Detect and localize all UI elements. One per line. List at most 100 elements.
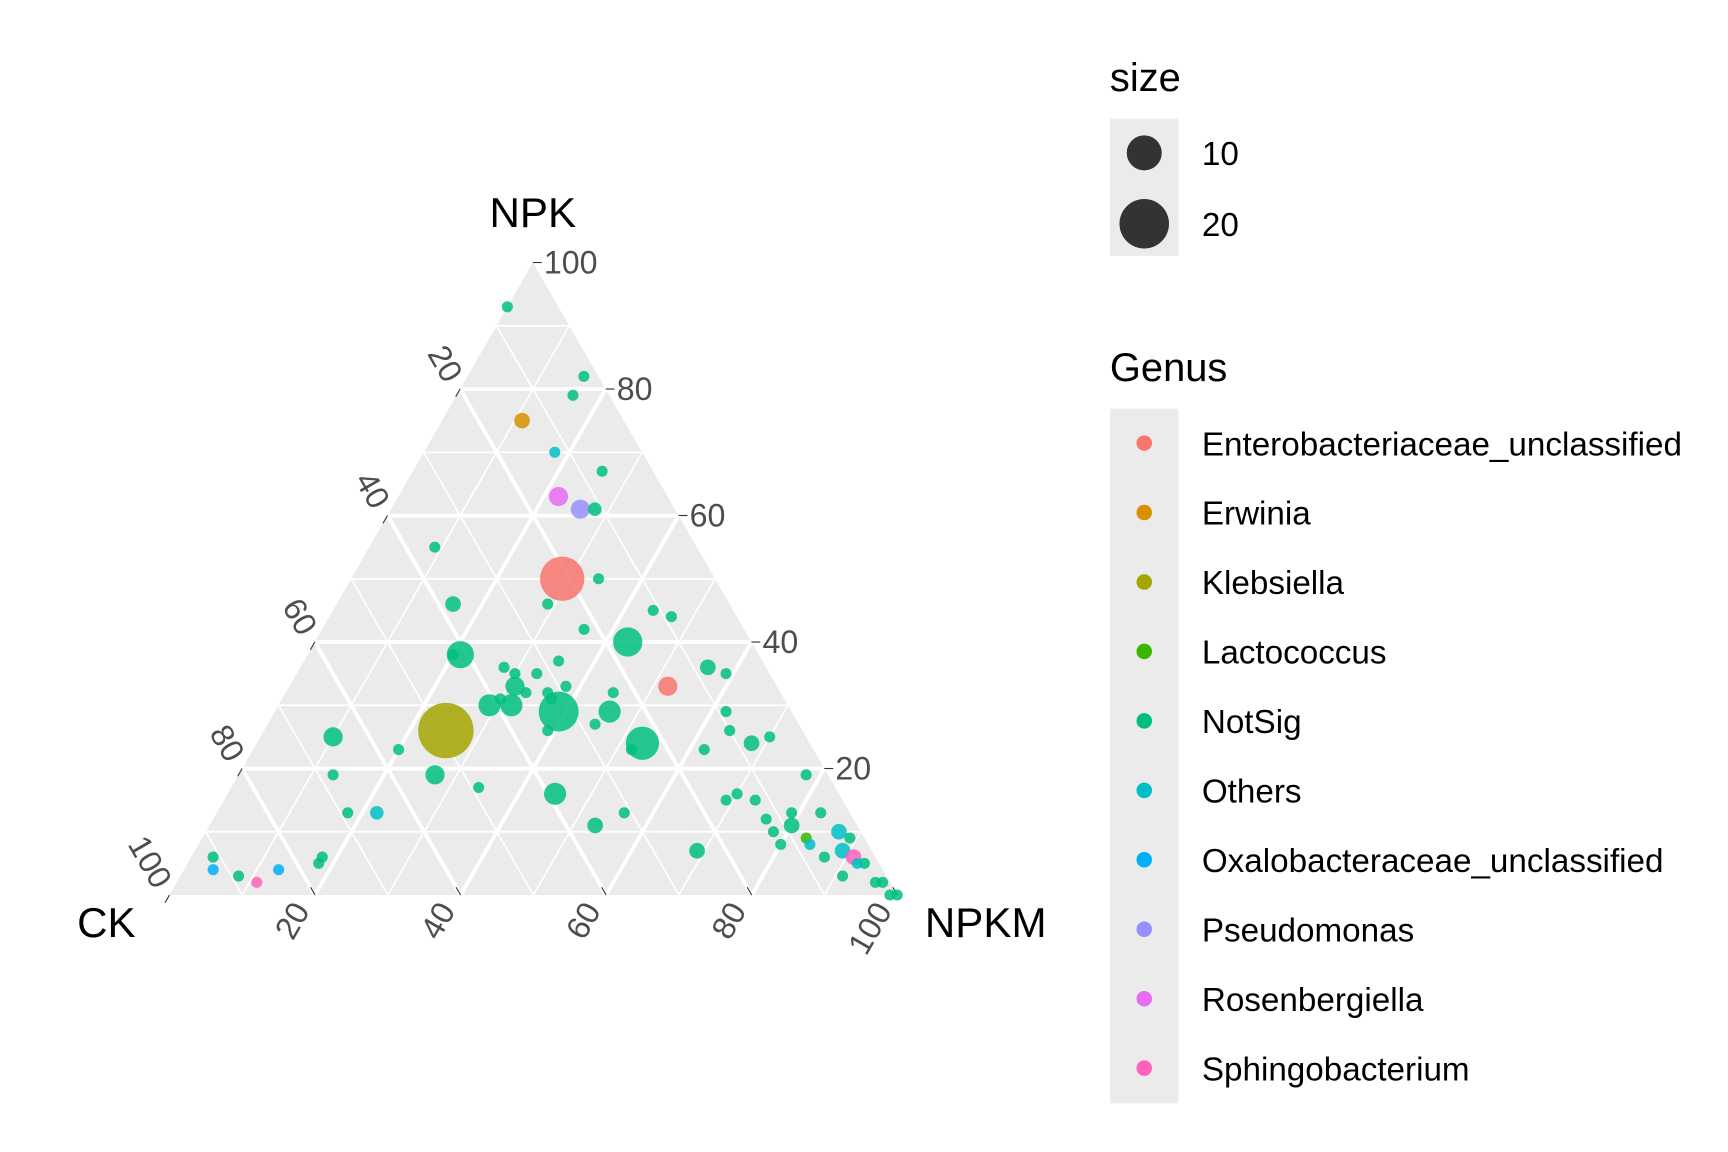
legend-genus-keys bbox=[1109, 408, 1179, 1104]
data-point bbox=[446, 641, 474, 669]
legend-genus-label: Enterobacteriaceae_unclassified bbox=[1202, 426, 1682, 463]
data-point bbox=[447, 649, 459, 661]
legend-genus-dot bbox=[1136, 713, 1152, 729]
legend-genus-label: Sphingobacterium bbox=[1202, 1051, 1470, 1088]
tick-label-npk: 20 bbox=[835, 751, 871, 787]
data-point bbox=[743, 735, 760, 752]
data-point bbox=[505, 676, 525, 696]
data-point bbox=[540, 556, 585, 601]
tick-label-ck: 80 bbox=[203, 719, 252, 768]
tick-npkm bbox=[455, 886, 462, 896]
legend-genus-dot bbox=[1136, 782, 1152, 799]
axis-title-npk: NPK bbox=[490, 189, 577, 236]
data-point bbox=[316, 851, 328, 863]
data-point bbox=[647, 604, 659, 616]
data-point bbox=[658, 676, 678, 696]
data-point bbox=[514, 412, 530, 429]
data-point bbox=[588, 502, 602, 516]
legend-genus-label: Pseudomonas bbox=[1202, 912, 1414, 949]
data-point bbox=[699, 659, 716, 676]
data-point bbox=[393, 744, 405, 756]
tick-label-npkm: 80 bbox=[704, 896, 753, 945]
legend: size 10 20 Genus Enterobacteriaceae_uncla… bbox=[1109, 56, 1682, 1104]
data-point bbox=[800, 769, 812, 781]
data-point bbox=[877, 876, 889, 888]
tick-label-ck: 60 bbox=[275, 592, 324, 641]
tick-label-npkm: 100 bbox=[841, 896, 899, 960]
tick-ck bbox=[382, 515, 388, 524]
data-point bbox=[613, 627, 643, 657]
data-point bbox=[596, 465, 608, 477]
data-point bbox=[831, 823, 847, 840]
grid-line-npkm bbox=[532, 578, 716, 896]
legend-genus-dot bbox=[1136, 435, 1152, 451]
data-point bbox=[578, 623, 590, 635]
tick-npkm bbox=[746, 886, 753, 896]
data-point bbox=[764, 731, 776, 743]
tick-label-ck: 40 bbox=[348, 466, 397, 515]
grid-line-ck bbox=[205, 831, 243, 896]
data-point bbox=[767, 826, 779, 838]
legend-genus-label: NotSig bbox=[1202, 704, 1302, 741]
data-point bbox=[251, 876, 263, 888]
data-point bbox=[542, 725, 554, 737]
data-point bbox=[542, 598, 554, 610]
data-points bbox=[207, 301, 903, 901]
data-point bbox=[509, 668, 521, 680]
data-point bbox=[607, 687, 619, 699]
legend-size-dot bbox=[1119, 198, 1170, 249]
legend-genus-label: Rosenbergiella bbox=[1202, 982, 1424, 1019]
legend-genus-label: Lactococcus bbox=[1202, 635, 1387, 672]
data-point bbox=[531, 668, 543, 680]
tick-label-ck: 100 bbox=[121, 830, 179, 894]
legend-genus-dot bbox=[1136, 1060, 1152, 1076]
data-point bbox=[578, 370, 590, 382]
data-point bbox=[815, 807, 827, 819]
legend-genus-title: Genus bbox=[1110, 346, 1227, 390]
tick-label-ck: 20 bbox=[421, 339, 470, 388]
legend-genus-dot bbox=[1136, 643, 1152, 660]
data-point bbox=[720, 794, 732, 806]
legend-size-title: size bbox=[1110, 56, 1181, 100]
data-point bbox=[665, 611, 677, 623]
legend-size-label: 10 bbox=[1202, 136, 1239, 173]
tick-label-npkm: 40 bbox=[413, 896, 462, 945]
data-point bbox=[429, 541, 441, 553]
data-point bbox=[544, 782, 567, 805]
data-point bbox=[342, 807, 354, 819]
data-point bbox=[473, 781, 485, 794]
data-point bbox=[749, 794, 761, 806]
data-point bbox=[567, 389, 579, 401]
data-point bbox=[589, 718, 601, 730]
data-point bbox=[545, 693, 557, 705]
tick-npkm bbox=[601, 886, 607, 896]
axis-title-ck: CK bbox=[77, 899, 135, 946]
data-point bbox=[775, 838, 787, 850]
data-point bbox=[520, 687, 532, 699]
data-point bbox=[548, 486, 569, 507]
legend-genus-dot bbox=[1136, 852, 1152, 868]
data-point bbox=[786, 807, 798, 819]
data-point bbox=[273, 864, 285, 876]
data-point bbox=[851, 857, 863, 869]
tick-ck bbox=[455, 388, 461, 398]
data-point bbox=[760, 813, 772, 825]
grid-line-ck bbox=[240, 767, 317, 896]
tick-label-npk: 100 bbox=[544, 245, 598, 281]
data-point bbox=[720, 706, 732, 718]
grid-line-ck bbox=[313, 641, 463, 896]
legend-genus-label: Others bbox=[1202, 774, 1302, 811]
data-point bbox=[553, 655, 565, 667]
grid-line-npkm bbox=[823, 831, 862, 896]
legend-genus-dot bbox=[1136, 574, 1152, 590]
data-point bbox=[501, 301, 513, 313]
legend-size-label: 20 bbox=[1202, 207, 1239, 244]
data-point bbox=[549, 446, 561, 458]
tick-label-npkm: 60 bbox=[559, 896, 608, 945]
tick-label-npkm: 20 bbox=[268, 896, 317, 945]
data-point bbox=[593, 573, 605, 585]
data-point bbox=[625, 744, 638, 756]
legend-genus-dot bbox=[1136, 921, 1152, 937]
legend-size-dot bbox=[1126, 135, 1162, 171]
data-point bbox=[538, 691, 579, 732]
